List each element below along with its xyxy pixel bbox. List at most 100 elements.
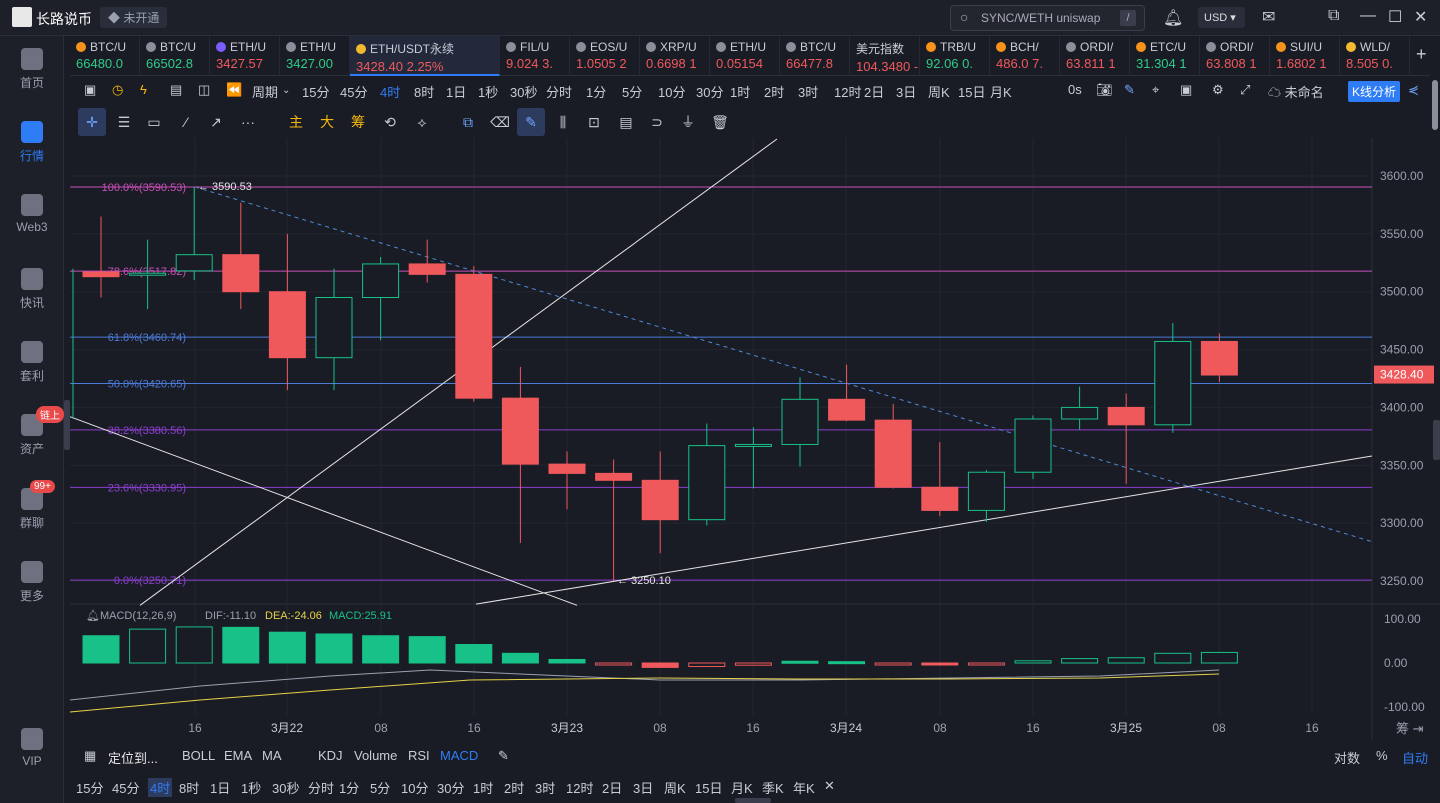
- ticker-item[interactable]: ETH/U 0.05154: [710, 36, 780, 76]
- sidebar-item-3[interactable]: 快讯: [0, 268, 64, 311]
- period-3日[interactable]: 3日: [896, 85, 917, 100]
- eraser-icon[interactable]: ⌫: [490, 114, 510, 130]
- trend-line-up[interactable]: [139, 138, 778, 606]
- ticker-item[interactable]: FIL/U 9.024 3.: [500, 36, 570, 76]
- fullscreen-icon[interactable]: ⤢: [1240, 82, 1251, 97]
- period-15分[interactable]: 15分: [302, 85, 330, 100]
- trend-line-tool-icon[interactable]: ⁄: [184, 114, 188, 130]
- indicator-kdj[interactable]: KDJ: [318, 748, 343, 763]
- edit-indicator-icon[interactable]: ✎: [498, 748, 509, 763]
- candle-body[interactable]: [967, 471, 1005, 511]
- ticker-item[interactable]: ETH/USDT永续 3428.40 2.25%: [350, 36, 500, 76]
- period-10分[interactable]: 10分: [658, 85, 686, 100]
- period-2时[interactable]: 2时: [764, 85, 785, 100]
- draw-pen-icon[interactable]: ✎: [1124, 82, 1135, 97]
- scale-toggle-icon[interactable]: 筹 ⇥: [1396, 721, 1424, 736]
- support-trend-line[interactable]: [475, 455, 1373, 605]
- candle-body[interactable]: [1107, 406, 1145, 426]
- bottom-period-3日[interactable]: 3日: [633, 781, 654, 796]
- candle-body[interactable]: [641, 479, 679, 521]
- period-1分[interactable]: 1分: [586, 85, 607, 100]
- close-icon[interactable]: ✕: [824, 778, 835, 793]
- minimize-icon[interactable]: —: [1360, 7, 1376, 24]
- period-1时[interactable]: 1时: [730, 85, 751, 100]
- candle-body[interactable]: [1014, 418, 1052, 473]
- bottom-period-30秒[interactable]: 30秒: [272, 781, 300, 796]
- period-30秒[interactable]: 30秒: [510, 85, 538, 100]
- indicator-rsi[interactable]: RSI: [408, 748, 430, 763]
- period-15日[interactable]: 15日: [958, 85, 986, 100]
- sidebar-item-2[interactable]: Web3: [0, 194, 64, 234]
- candle-body[interactable]: [688, 445, 726, 521]
- bottom-period-季K[interactable]: 季K: [762, 781, 784, 796]
- period-4时[interactable]: 4时: [380, 85, 401, 100]
- candle-body[interactable]: [921, 486, 959, 511]
- candle-body[interactable]: [129, 272, 167, 276]
- magnet-icon[interactable]: ⊃: [651, 114, 663, 130]
- period-1日[interactable]: 1日: [446, 85, 467, 100]
- candle-body[interactable]: [874, 419, 912, 488]
- indicator-ma[interactable]: MA: [262, 748, 282, 763]
- trend-line-down[interactable]: [69, 416, 578, 606]
- sidebar-item-1[interactable]: 行情: [0, 121, 64, 164]
- period-12时[interactable]: 12时: [834, 85, 862, 100]
- camera-icon[interactable]: 📷︎: [1096, 82, 1113, 97]
- ticker-item[interactable]: ETC/U 31.304 1: [1130, 36, 1200, 76]
- bottom-period-2时[interactable]: 2时: [504, 781, 525, 796]
- period-2日[interactable]: 2日: [864, 85, 885, 100]
- scale-option[interactable]: 对数: [1334, 751, 1361, 766]
- notes-icon[interactable]: ▤: [619, 114, 633, 130]
- ticker-item[interactable]: SUI/U 1.6802 1: [1270, 36, 1340, 76]
- add-ticker-icon[interactable]: +: [1416, 44, 1427, 64]
- sidebar-item-6[interactable]: 群聊 99+: [0, 480, 64, 531]
- calendar-icon[interactable]: ▤: [170, 82, 183, 97]
- account-status-badge[interactable]: ◆ 未开通: [100, 7, 168, 28]
- ticker-item[interactable]: ORDI/63.811 1: [1060, 36, 1130, 76]
- search-input[interactable]: ○ SYNC/WETH uniswap /: [950, 5, 1145, 31]
- ticker-item[interactable]: WLD/8.505 0.: [1340, 36, 1410, 76]
- bottom-period-10分[interactable]: 10分: [401, 781, 429, 796]
- ticker-item[interactable]: BTC/U 66502.8: [140, 36, 210, 76]
- candle-body[interactable]: [222, 254, 260, 293]
- sidebar-item-5[interactable]: 资产 链上: [0, 406, 64, 457]
- layout-icon[interactable]: ◫: [198, 82, 211, 97]
- candle-body[interactable]: [175, 254, 213, 272]
- filter-icon[interactable]: ⏚: [681, 114, 695, 130]
- period-周K[interactable]: 周K: [928, 85, 950, 100]
- rectangle-tool-icon[interactable]: ▭: [147, 114, 161, 130]
- candle-body[interactable]: [268, 291, 306, 359]
- ticker-item[interactable]: ETH/U 3427.00: [280, 36, 350, 76]
- bottom-period-5分[interactable]: 5分: [370, 781, 391, 796]
- period-5分[interactable]: 5分: [622, 85, 643, 100]
- timer-icon[interactable]: ◷: [112, 82, 124, 97]
- sidebar-item-7[interactable]: 更多: [0, 561, 64, 604]
- candle-body[interactable]: [734, 443, 772, 447]
- sidebar-item-0[interactable]: 首页: [0, 48, 64, 91]
- bottom-period-8时[interactable]: 8时: [179, 781, 200, 796]
- candle-body[interactable]: [501, 397, 539, 465]
- locate-button[interactable]: 定位到...: [108, 751, 158, 766]
- ray-tool-icon[interactable]: ↗: [210, 114, 222, 130]
- bottom-period-1分[interactable]: 1分: [339, 781, 360, 796]
- kline-analysis-button[interactable]: K线分析: [1348, 81, 1401, 102]
- annotate-icon[interactable]: ⟡: [417, 114, 427, 130]
- period-8时[interactable]: 8时: [414, 85, 435, 100]
- layout-name-select[interactable]: ☁ 未命名: [1268, 82, 1324, 101]
- copy-icon[interactable]: ⧉: [463, 114, 473, 130]
- crosshair-tool-icon[interactable]: ✛: [78, 108, 106, 136]
- bottom-period-30分[interactable]: 30分: [437, 781, 465, 796]
- bottom-period-12时[interactable]: 12时: [566, 781, 594, 796]
- candle-body[interactable]: [408, 263, 446, 275]
- scale-option[interactable]: 自动: [1402, 751, 1429, 766]
- candle-body[interactable]: [548, 463, 586, 474]
- mail-icon[interactable]: ✉: [1262, 9, 1276, 26]
- bottom-period-1秒[interactable]: 1秒: [241, 781, 262, 796]
- bottom-period-1日[interactable]: 1日: [210, 781, 231, 796]
- flash-icon[interactable]: ϟ: [140, 82, 147, 97]
- vertical-scrollbar[interactable]: [1432, 80, 1438, 130]
- bottom-period-15分[interactable]: 15分: [76, 781, 104, 796]
- bottom-period-15日[interactable]: 15日: [695, 781, 723, 796]
- period-3时[interactable]: 3时: [798, 85, 819, 100]
- candle-body[interactable]: [595, 472, 633, 481]
- dashed-trend-line[interactable]: [194, 186, 1373, 543]
